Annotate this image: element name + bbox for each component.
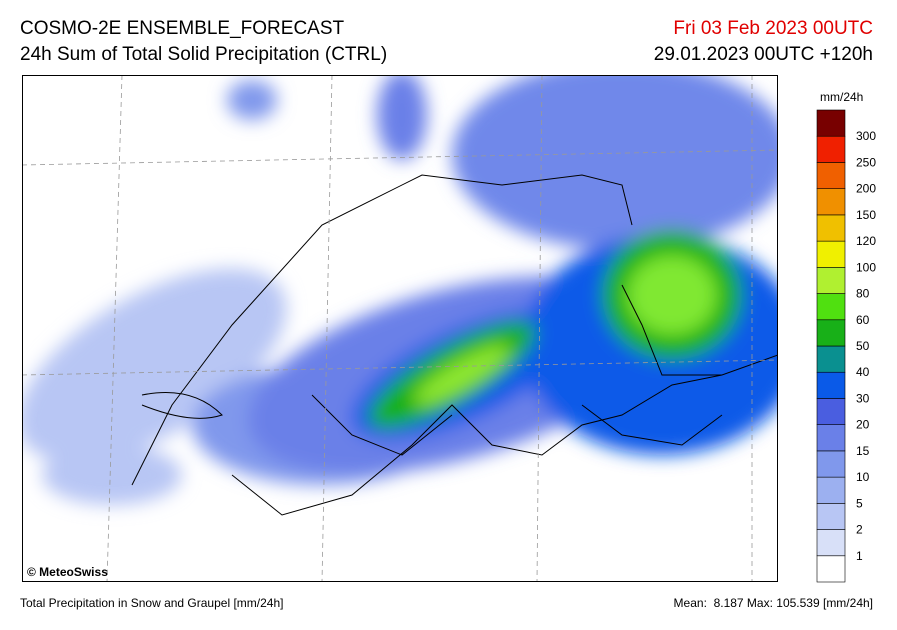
colorbar-box [816, 371, 846, 399]
colorbar-box [816, 188, 846, 216]
map [22, 75, 778, 582]
colorbar-box [816, 109, 846, 137]
colorbar-box [816, 319, 846, 347]
precip-field [22, 75, 778, 505]
colorbar-box [816, 424, 846, 452]
title: COSMO-2E ENSEMBLE_FORECAST [20, 18, 345, 39]
colorbar-label: 2 [856, 523, 863, 537]
colorbar-box [816, 240, 846, 268]
colorbar-label: 1 [856, 549, 863, 563]
colorbar-label: 20 [856, 418, 870, 432]
colorbar-label: 100 [856, 260, 876, 274]
colorbar-box [816, 476, 846, 504]
valid-time: Fri 03 Feb 2023 00UTC [673, 18, 873, 39]
colorbar-label: 40 [856, 365, 870, 379]
colorbar-label: 80 [856, 287, 870, 301]
colorbar-box [816, 293, 846, 321]
footer-description: Total Precipitation in Snow and Graupel … [20, 596, 284, 610]
footer-stats: Mean: 8.187 Max: 105.539 [mm/24h] [673, 596, 873, 610]
colorbar-label: 120 [856, 234, 876, 248]
colorbar-label: 300 [856, 129, 876, 143]
colorbar-box [816, 555, 846, 583]
colorbar-box [816, 267, 846, 294]
colorbar-label: 150 [856, 208, 876, 222]
colorbar-label: 30 [856, 391, 870, 405]
colorbar-label: 60 [856, 313, 870, 327]
colorbar-box [816, 135, 846, 163]
colorbar: 1 2 5 10 15 20 30 40 50 60 80 100 120 150 200 250 300 [816, 109, 876, 583]
colorbar-box [816, 345, 846, 373]
map-frame [22, 75, 778, 582]
borders [131, 174, 778, 516]
colorbar-box [816, 398, 846, 425]
legend-unit: mm/24h [820, 90, 864, 104]
run-time: 29.01.2023 00UTC +120h [653, 44, 873, 65]
colorbar-box [816, 529, 846, 557]
subtitle: 24h Sum of Total Solid Precipitation (CT… [20, 44, 388, 65]
colorbar-box [816, 214, 846, 242]
colorbar-box [816, 503, 846, 530]
colorbar-label: 5 [856, 496, 863, 510]
credit: © MeteoSwiss [27, 565, 108, 579]
graticule [22, 75, 778, 582]
colorbar-label: 10 [856, 470, 870, 484]
colorbar-label: 250 [856, 155, 876, 169]
colorbar-box [816, 450, 846, 478]
colorbar-label: 15 [856, 444, 870, 458]
colorbar-label: 50 [856, 339, 870, 353]
colorbar-label: 200 [856, 182, 876, 196]
colorbar-box [816, 162, 846, 189]
